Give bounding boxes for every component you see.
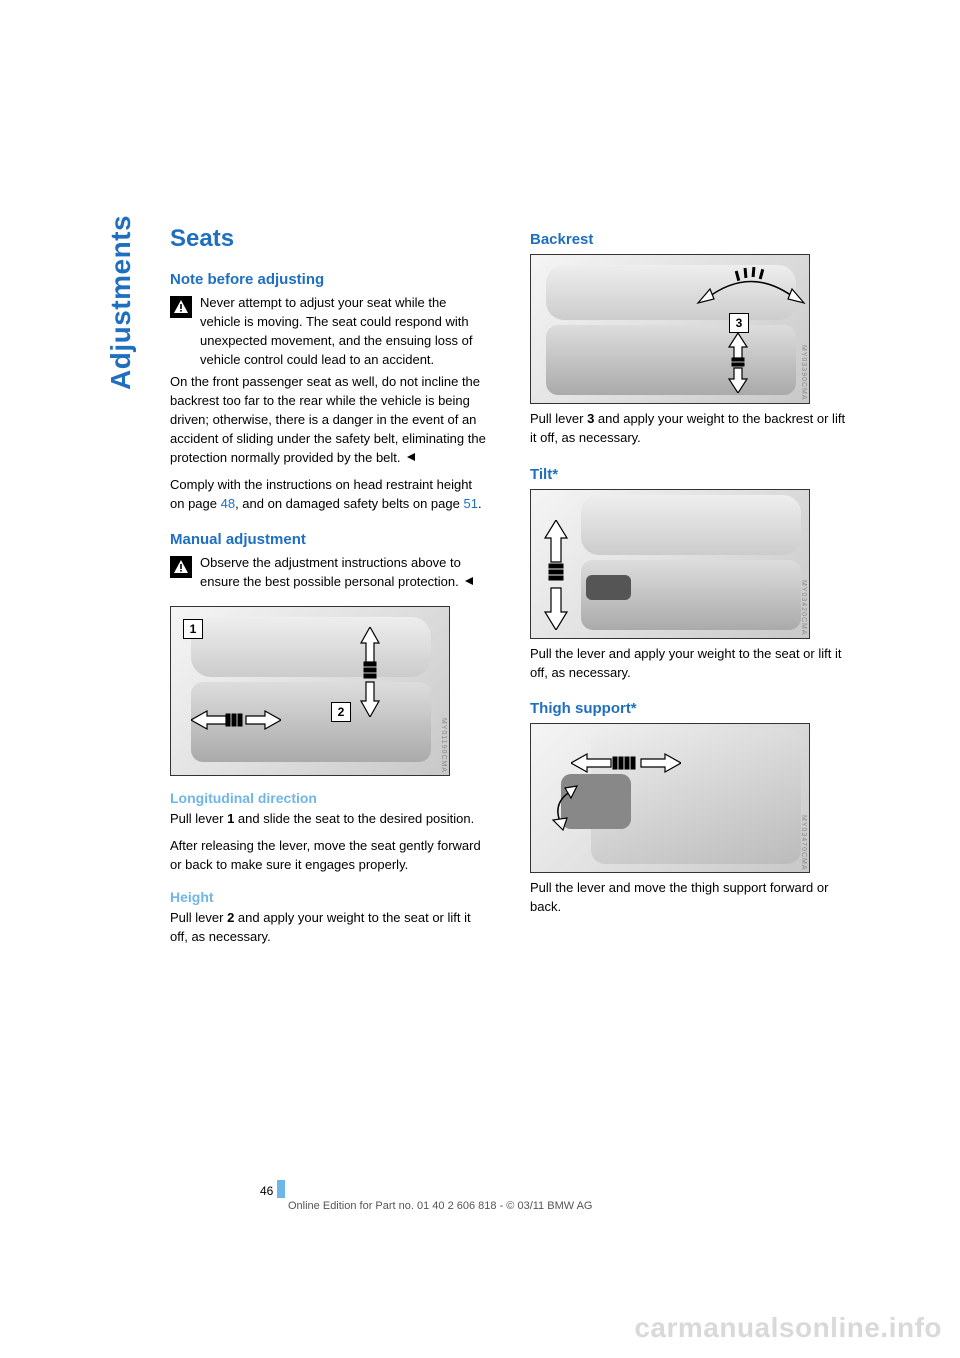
note-paragraph-1b: On the front passenger seat as well, do …	[170, 373, 490, 467]
arrow-vertical-icon	[727, 333, 749, 393]
figure-code: MY03420CMA	[800, 580, 807, 636]
left-column: Seats Note before adjusting Never attemp…	[170, 225, 490, 954]
figure-label-2: 2	[331, 702, 351, 722]
end-marker-icon	[406, 449, 416, 468]
page-link-51[interactable]: 51	[463, 496, 477, 511]
end-marker-icon	[464, 573, 474, 592]
note-paragraph-1a: Never attempt to adjust your seat while …	[200, 294, 490, 369]
arrow-curve-icon	[543, 782, 583, 832]
arrow-arc-icon	[696, 259, 806, 309]
note-paragraph-2: Comply with the instructions on head res…	[170, 476, 490, 514]
manual-adjustment-heading: Manual adjustment	[170, 531, 490, 548]
backrest-p: Pull lever 3 and apply your weight to th…	[530, 410, 850, 448]
figure-code: MY01190CMA	[440, 718, 447, 773]
content-columns: Seats Note before adjusting Never attemp…	[170, 225, 850, 954]
figure-thigh: MY03470CMA	[530, 723, 810, 873]
arrow-vertical-icon	[359, 627, 381, 717]
thigh-heading: Thigh support*	[530, 700, 850, 717]
manual-warning-text: Observe the adjustment instructions abov…	[200, 554, 490, 592]
figure-tilt: MY03420CMA	[530, 489, 810, 639]
figure-backrest: 3 MY03390CMA	[530, 254, 810, 404]
height-heading: Height	[170, 889, 490, 905]
longitudinal-heading: Longitudinal direction	[170, 790, 490, 806]
figure-code: MY03390CMA	[800, 345, 807, 401]
warning-block-1: Never attempt to adjust your seat while …	[170, 294, 490, 377]
arrow-vertical-icon	[543, 520, 569, 630]
longitudinal-p2: After releasing the lever, move the seat…	[170, 837, 490, 875]
page-marker-icon	[277, 1180, 285, 1198]
longitudinal-p1: Pull lever 1 and slide the seat to the d…	[170, 810, 490, 829]
warning-icon	[170, 296, 192, 318]
warning-icon	[170, 556, 192, 578]
footer-text: Online Edition for Part no. 01 40 2 606 …	[288, 1200, 592, 1212]
page-number-block: 46	[260, 1180, 285, 1198]
note-heading: Note before adjusting	[170, 271, 490, 288]
figure-code: MY03470CMA	[800, 815, 807, 871]
page-number: 46	[260, 1184, 273, 1198]
watermark: carmanualsonline.info	[634, 1312, 942, 1344]
page-title: Seats	[170, 225, 490, 253]
arrow-horizontal-icon	[191, 709, 281, 731]
height-p: Pull lever 2 and apply your weight to th…	[170, 909, 490, 947]
backrest-heading: Backrest	[530, 231, 850, 248]
thigh-p: Pull the lever and move the thigh suppor…	[530, 879, 850, 917]
tilt-p: Pull the lever and apply your weight to …	[530, 645, 850, 683]
page-link-48[interactable]: 48	[221, 496, 235, 511]
arrow-horizontal-icon	[571, 752, 681, 774]
figure-label-3: 3	[729, 313, 749, 333]
right-column: Backrest 3	[530, 225, 850, 954]
warning-block-2: Observe the adjustment instructions abov…	[170, 554, 490, 600]
figure-label-1: 1	[183, 619, 203, 639]
tilt-heading: Tilt*	[530, 466, 850, 483]
manual-page: Adjustments Seats Note before adjusting …	[0, 0, 960, 1358]
section-tab: Adjustments	[105, 215, 137, 390]
figure-manual-seat: 1 2 MY01190CMA	[170, 606, 450, 776]
